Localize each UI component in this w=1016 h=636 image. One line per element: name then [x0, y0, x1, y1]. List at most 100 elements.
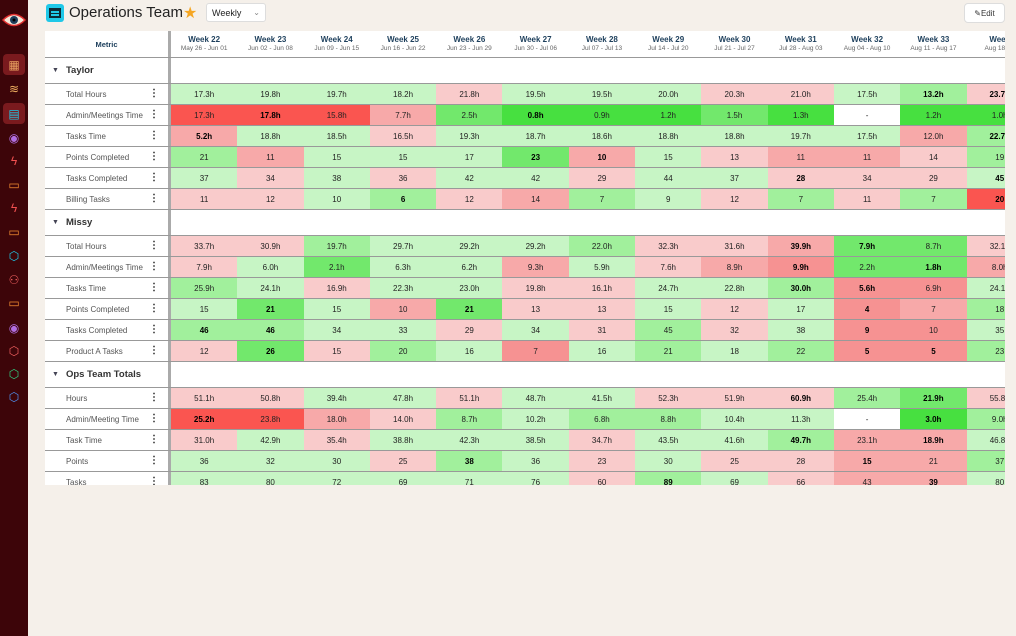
value-cell: 0.9h	[568, 105, 636, 125]
week-column-header[interactable]: Week 23 Jun 02 - Jun 08	[237, 31, 303, 57]
value-cell: 1.8h	[900, 257, 967, 277]
collapse-triangle-icon[interactable]: ▼	[52, 371, 59, 378]
more-options-icon[interactable]: ⋮	[149, 434, 159, 445]
sidebar-users-icon[interactable]: ⚇	[8, 272, 20, 287]
value-cell: 80	[237, 472, 304, 485]
sidebar-chat-icon[interactable]: ▭	[8, 177, 20, 192]
group-header[interactable]: ▼ Missy	[45, 210, 171, 235]
value-cell: 6.0h	[237, 257, 304, 277]
sidebar-layers-icon[interactable]: ≋	[8, 81, 20, 96]
value-cell: 3.0h	[900, 409, 967, 429]
week-column-header[interactable]: Week 28 Jul 07 - Jul 13	[569, 31, 635, 57]
week-label: Week 24	[320, 35, 353, 44]
more-options-icon[interactable]: ⋮	[149, 345, 159, 356]
more-options-icon[interactable]: ⋮	[149, 193, 159, 204]
week-column-header[interactable]: Week 24 Jun 09 - Jun 15	[304, 31, 370, 57]
sidebar-chat-icon[interactable]: ▭	[8, 295, 20, 310]
more-options-icon[interactable]: ⋮	[149, 88, 159, 99]
value-cell: 22	[767, 341, 834, 361]
week-column-header[interactable]: Week 27 Jun 30 - Jul 06	[502, 31, 568, 57]
group-header[interactable]: ▼ Ops Team Totals	[45, 362, 171, 387]
week-column-header[interactable]: Week 26 Jun 23 - Jun 29	[436, 31, 502, 57]
week-date-range: Jul 07 - Jul 13	[581, 45, 623, 52]
value-cell: 6	[369, 189, 437, 209]
more-options-icon[interactable]: ⋮	[149, 130, 159, 141]
week-label: Week	[989, 35, 1005, 44]
page-title: Operations Team	[69, 4, 183, 21]
sidebar-cube-icon[interactable]: ⬡	[8, 343, 20, 358]
more-options-icon[interactable]: ⋮	[149, 240, 159, 251]
week-column-header[interactable]: Week 30 Jul 21 - Jul 27	[701, 31, 767, 57]
table-row: Tasks Time ⋮ 25.9h 24.1h 16.9h 22.3h 23.0h 19.8…	[45, 277, 1005, 298]
more-options-icon[interactable]: ⋮	[149, 172, 159, 183]
value-cell: 30.9h	[237, 236, 304, 256]
value-cell: 23.8h	[237, 409, 304, 429]
more-options-icon[interactable]: ⋮	[149, 476, 159, 485]
sidebar-chat-icon[interactable]: ▭	[8, 224, 20, 239]
metric-name-cell: Hours ⋮	[45, 388, 171, 408]
more-options-icon[interactable]: ⋮	[149, 261, 159, 272]
more-options-icon[interactable]: ⋮	[149, 151, 159, 162]
week-column-header[interactable]: Week 29 Jul 14 - Jul 20	[635, 31, 701, 57]
sidebar-bolt-icon[interactable]: ϟ	[10, 200, 18, 215]
value-cell: 0.8h	[502, 105, 569, 125]
value-cell: 6.9h	[900, 278, 967, 298]
sidebar-cube-icon[interactable]: ⬡	[8, 389, 20, 404]
table-row: Tasks Completed ⋮ 37 34 38 36 42 42 29 44 37 28 34 29…	[45, 167, 1005, 188]
week-column-header[interactable]: WeekAug 18 - A	[967, 31, 1005, 57]
sidebar-table-icon[interactable]: ▤	[3, 103, 25, 124]
sidebar-cube-icon[interactable]: ⬡	[8, 366, 20, 381]
value-cell: 17.8h	[237, 105, 304, 125]
group-row-fill	[171, 58, 1005, 83]
period-select[interactable]: Weekly ⌄	[206, 3, 266, 22]
group-row[interactable]: ▼ Taylor	[45, 57, 1005, 83]
sidebar-flame-icon[interactable]: ◉	[8, 320, 20, 335]
week-column-header[interactable]: Week 31 Jul 28 - Aug 03	[768, 31, 834, 57]
value-cell: 47.8h	[369, 388, 437, 408]
value-cell: 29.2h	[502, 236, 569, 256]
sidebar-bolt-icon[interactable]: ϟ	[10, 153, 18, 168]
value-cell: 15	[833, 451, 901, 471]
more-options-icon[interactable]: ⋮	[149, 303, 159, 314]
sidebar-layout-icon[interactable]: ▦	[3, 54, 25, 75]
value-cell: 15	[303, 341, 370, 361]
sidebar-cube-icon[interactable]: ⬡	[8, 248, 20, 263]
week-column-header[interactable]: Week 33 Aug 11 - Aug 17	[900, 31, 966, 57]
edit-button[interactable]: ✎ Edit	[964, 3, 1005, 23]
value-cell: 7.7h	[369, 105, 437, 125]
value-cell: 7.9h	[833, 236, 901, 256]
metric-name-cell: Admin/Meeting Time ⋮	[45, 409, 171, 429]
value-cell: 5	[900, 341, 967, 361]
week-label: Week 28	[585, 35, 618, 44]
value-cell: 10	[568, 147, 636, 167]
collapse-triangle-icon[interactable]: ▼	[52, 219, 59, 226]
more-options-icon[interactable]: ⋮	[149, 282, 159, 293]
sidebar-flame-icon[interactable]: ◉	[8, 130, 20, 145]
more-options-icon[interactable]: ⋮	[149, 413, 159, 424]
week-column-header[interactable]: Week 32 Aug 04 - Aug 10	[834, 31, 900, 57]
more-options-icon[interactable]: ⋮	[149, 392, 159, 403]
group-row[interactable]: ▼ Ops Team Totals	[45, 361, 1005, 387]
value-cell: 19.7h	[303, 236, 370, 256]
more-options-icon[interactable]: ⋮	[149, 109, 159, 120]
metric-label: Total Hours	[66, 89, 107, 99]
eye-logo-icon[interactable]	[2, 10, 26, 30]
more-options-icon[interactable]: ⋮	[149, 455, 159, 466]
value-cell: 18.8h	[635, 126, 702, 146]
value-cell: 21	[237, 299, 304, 319]
value-cell: 16.5h	[369, 126, 437, 146]
table-row: Total Hours ⋮ 17.3h 19.8h 19.7h 18.2h 21.8h 19.…	[45, 83, 1005, 104]
more-options-icon[interactable]: ⋮	[149, 324, 159, 335]
collapse-triangle-icon[interactable]: ▼	[52, 67, 59, 74]
value-cell: 19.5h	[502, 84, 569, 104]
group-row[interactable]: ▼ Missy	[45, 209, 1005, 235]
group-header[interactable]: ▼ Taylor	[45, 58, 171, 83]
value-cell: 13	[701, 147, 768, 167]
value-cell: 16.9h	[303, 278, 370, 298]
value-cell: 12	[171, 341, 238, 361]
value-cell: 26	[237, 341, 304, 361]
value-cell: 8.7h	[436, 409, 503, 429]
favorite-star-icon[interactable]: ★	[183, 5, 198, 22]
week-column-header[interactable]: Week 22 May 26 - Jun 01	[171, 31, 237, 57]
week-column-header[interactable]: Week 25 Jun 16 - Jun 22	[370, 31, 436, 57]
